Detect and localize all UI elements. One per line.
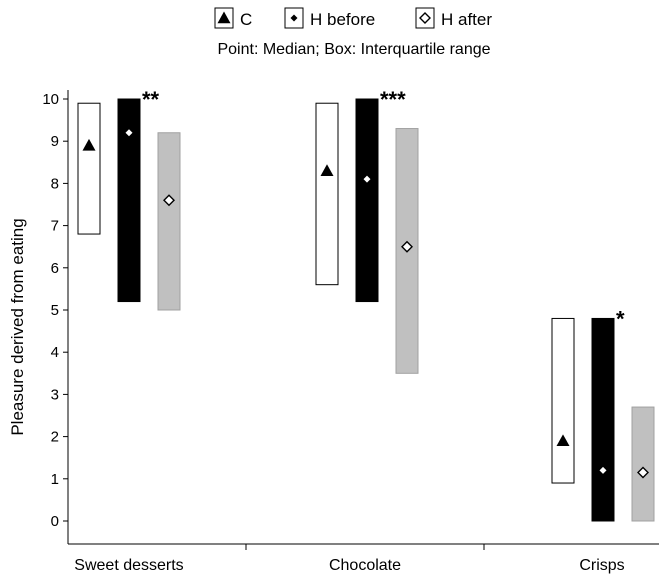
y-tick-label: 3: [51, 386, 59, 403]
y-tick-label: 6: [51, 260, 59, 277]
median-marker: [363, 175, 371, 183]
median-marker: [163, 194, 175, 207]
median-marker: [217, 11, 231, 24]
x-category-label: Chocolate: [329, 557, 401, 574]
y-tick-label: 10: [42, 91, 59, 108]
iqr-box: [77, 102, 101, 235]
median-marker: [599, 466, 607, 474]
median-marker: [401, 240, 413, 253]
plot-area: ** ****: [77, 87, 655, 522]
y-tick-label: 4: [51, 344, 59, 361]
y-tick-label: 9: [51, 133, 59, 150]
legend-label: C: [240, 10, 252, 29]
y-tick-label: 8: [51, 175, 59, 192]
iqr-box: [551, 317, 575, 484]
y-tick-label: 0: [51, 513, 59, 530]
iqr-box: [117, 98, 141, 303]
x-category-label: Sweet desserts: [74, 557, 183, 574]
x-axis: Sweet desserts Chocolate Crisps: [68, 543, 659, 574]
y-tick-label: 1: [51, 471, 59, 488]
significance-label: **: [142, 87, 160, 112]
iqr-box: [315, 102, 339, 286]
chart-subtitle: Point: Median; Box: Interquartile range: [217, 41, 490, 58]
median-marker: [82, 138, 96, 151]
median-marker: [290, 14, 298, 22]
iqr-box: [591, 317, 615, 522]
significance-label: ***: [380, 87, 406, 112]
median-marker: [125, 129, 133, 137]
x-category-label: Crisps: [579, 557, 624, 574]
median-marker: [556, 434, 570, 447]
significance-label: *: [616, 306, 625, 331]
y-tick-label: 7: [51, 218, 59, 235]
y-axis-label: Pleasure derived from eating: [8, 218, 27, 435]
iqr-box: [157, 132, 181, 311]
legend-label: H before: [310, 10, 375, 29]
iqr-box: [631, 406, 655, 522]
iqr-box: [355, 98, 379, 303]
median-marker: [419, 12, 431, 24]
median-marker: [637, 466, 649, 479]
legend-label: H after: [441, 10, 492, 29]
median-marker: [320, 164, 334, 176]
y-tick-label: 5: [51, 302, 59, 319]
y-axis: 0 1 2 3 4 5 6 7 8 9 10: [42, 90, 69, 544]
y-tick-label: 2: [51, 429, 59, 446]
legend: C H before H after: [214, 7, 492, 29]
